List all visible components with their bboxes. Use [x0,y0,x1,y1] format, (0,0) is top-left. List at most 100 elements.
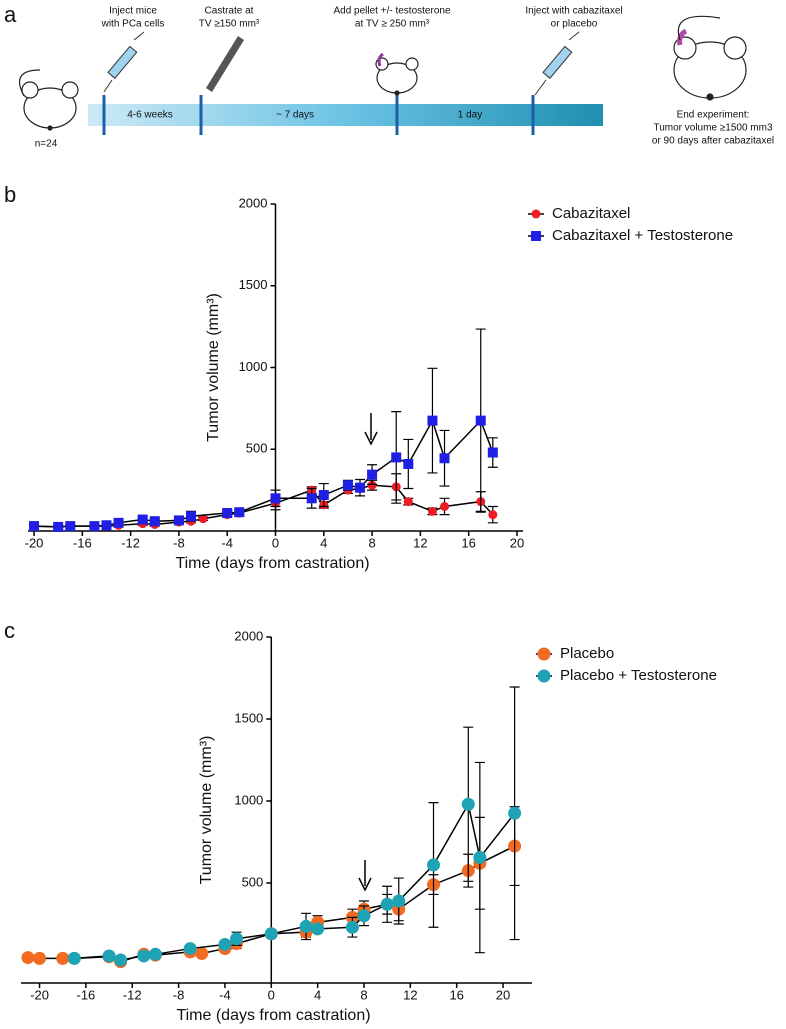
x-tick-label: -4 [221,535,233,550]
x-tick-label: -12 [123,987,142,1002]
timeline-bar [88,104,603,126]
x-tick-label: 16 [449,987,463,1002]
legend-marker [537,647,551,661]
marker [461,797,475,811]
marker [264,927,278,941]
series [67,686,522,967]
step: Inject mice [109,6,157,17]
marker [230,932,244,946]
marker [113,517,124,528]
step: Castrate at [205,6,254,17]
marker [367,469,378,480]
marker [29,521,40,532]
legend-label: Cabazitaxel + Testosterone [552,227,733,244]
marker [427,415,438,426]
end-note: End experiment: [677,110,750,121]
marker [89,521,100,532]
marker [67,951,81,965]
legend-label: Placebo + Testosterone [560,667,717,684]
scalpel-icon [206,36,244,92]
marker [195,946,209,960]
panel-label: c [4,618,15,643]
x-axis-title: Time (days from castration) [175,555,369,572]
marker [218,937,232,951]
interval: ~ 7 days [276,110,314,121]
cohort: n=24 [35,139,58,150]
marker [473,851,487,865]
marker [222,508,233,519]
mouse-icon [673,15,747,101]
marker [427,506,437,516]
y-tick-label: 1500 [239,277,268,292]
x-tick-label: -16 [73,535,92,550]
marker [440,501,450,511]
x-tick-label: 0 [272,535,279,550]
y-tick-label: 1000 [234,792,263,807]
marker [345,920,359,934]
marker [183,942,197,956]
marker [318,490,329,501]
marker [342,480,353,491]
y-tick-label: 1500 [234,710,263,725]
panel-label: b [4,182,16,207]
interval: 1 day [458,110,482,121]
marker [380,897,394,911]
step: with PCa cells [101,19,165,30]
x-tick-label: 8 [360,987,367,1002]
x-axis-title: Time (days from castration) [176,1007,370,1024]
y-tick-label: 2000 [239,195,268,210]
x-tick-label: 4 [314,987,321,1002]
step: TV ≥150 mm³ [199,19,260,30]
marker [403,458,414,469]
marker [311,922,325,936]
legend-label: Placebo [560,645,614,662]
timeline-ticks [102,95,535,135]
marker [53,521,64,532]
marker [427,858,441,872]
y-axis-title: Tumor volume (mm³) [205,293,222,442]
mouse-icon [375,52,419,96]
interval: 4-6 weeks [127,110,173,121]
syringe-icon [534,31,580,96]
marker [234,507,245,518]
step: or placebo [551,19,598,30]
marker [357,909,371,923]
syringe-icon [103,31,145,93]
legend-marker [537,669,551,683]
marker [148,947,162,961]
x-tick-label: 0 [268,987,275,1002]
marker [65,521,76,532]
annotation-arrow [358,860,372,892]
marker [439,453,450,464]
x-tick-label: 16 [461,535,475,550]
x-tick-label: -4 [219,987,231,1002]
mouse-icon [19,69,79,131]
x-tick-label: 8 [368,535,375,550]
step: Add pellet +/- testosterone [333,6,450,17]
series-line [74,802,516,961]
marker [475,415,486,426]
annotation-arrow [364,413,378,446]
x-tick-label: -8 [173,535,185,550]
marker [508,806,522,820]
marker [137,514,148,525]
marker [306,493,317,504]
legend-marker [531,231,541,241]
x-tick-label: 20 [510,535,524,550]
end-note: or 90 days after cabazitaxel [652,136,774,147]
marker [149,516,160,527]
marker [391,452,402,463]
marker [185,511,196,522]
x-tick-label: 12 [413,535,427,550]
marker [487,447,498,458]
x-tick-label: -16 [76,987,95,1002]
legend-marker [531,209,541,219]
x-tick-label: -20 [30,987,49,1002]
marker [21,951,35,965]
y-tick-label: 2000 [234,628,263,643]
marker [198,514,208,524]
marker [488,510,498,520]
x-tick-label: 12 [403,987,417,1002]
y-tick-label: 1000 [239,359,268,374]
